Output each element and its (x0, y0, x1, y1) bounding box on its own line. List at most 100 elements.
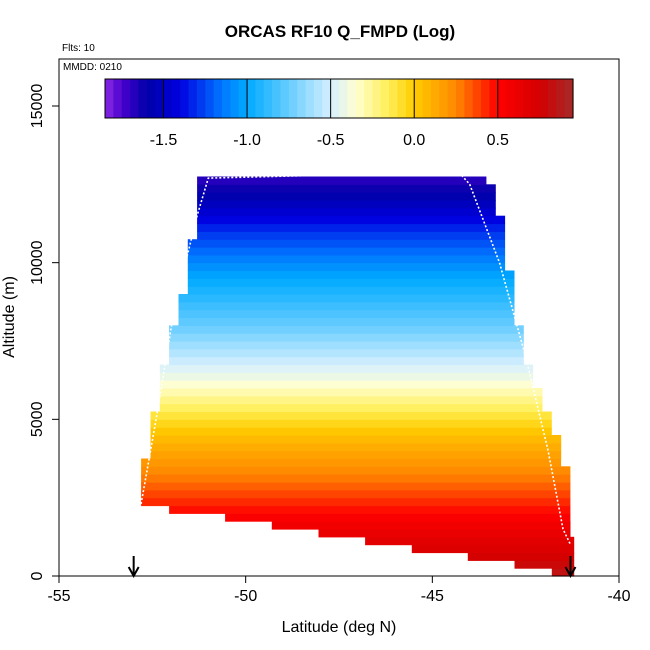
curtain-row (365, 536, 575, 546)
curtain-row (141, 474, 571, 483)
colorbar-segment (389, 79, 399, 118)
colorbar-ticks: -1.5 -1.0 -0.5 0.0 0.5 (150, 79, 509, 149)
colorbar-segment (255, 79, 265, 118)
curtain-row (159, 388, 543, 397)
colorbar-segment (222, 79, 231, 118)
colorbar-segment (230, 79, 240, 118)
colorbar-segment (497, 79, 507, 118)
curtain-row (271, 521, 571, 530)
curtain-row (187, 254, 506, 264)
flights-label: Flts: 10 (62, 43, 95, 54)
colorbar-segment (146, 79, 156, 118)
colorbar-segment (347, 79, 357, 118)
curtain-row (169, 341, 524, 350)
colorbar-segment (213, 79, 223, 118)
curtain-row (178, 294, 515, 303)
colorbar-segment (430, 79, 440, 118)
curtain-row (197, 215, 506, 225)
curtain-row (150, 411, 552, 420)
colorbar-segment (247, 79, 257, 118)
colorbar-segment (330, 79, 340, 118)
colorbar-tick-label: 0.0 (403, 132, 425, 149)
colorbar-segment (130, 79, 140, 118)
curtain-row (178, 317, 515, 326)
curtain-row (514, 560, 575, 569)
curtain (141, 176, 575, 577)
colorbar-segment (305, 79, 315, 118)
colorbar-segment (171, 79, 181, 118)
curtain-row (169, 348, 524, 358)
colorbar-segment (364, 79, 374, 118)
curtain-row (150, 419, 552, 428)
curtain-row (159, 395, 543, 405)
colorbar-segment (180, 79, 190, 118)
curtain-row (187, 278, 515, 287)
colorbar-segment (238, 79, 248, 118)
date-label: MMDD: 0210 (63, 62, 122, 73)
colorbar-segment (297, 79, 307, 118)
curtain-row (197, 192, 496, 201)
colorbar-segment (113, 79, 123, 118)
curtain-row (197, 223, 506, 232)
colorbar-segment (372, 79, 382, 118)
curtain-row (159, 364, 534, 373)
curtain-row (159, 380, 534, 389)
curtain-row (467, 552, 575, 561)
x-tick-label: -45 (421, 588, 444, 605)
colorbar-segment (422, 79, 432, 118)
colorbar (104, 78, 574, 119)
curtain-row (150, 435, 562, 444)
colorbar-segment (464, 79, 474, 118)
colorbar-segment (481, 79, 491, 118)
curtain-row (169, 505, 571, 514)
curtain-row (187, 239, 506, 248)
colorbar-segment (506, 79, 516, 118)
curtain-row (187, 286, 515, 295)
flight-track (140, 170, 572, 546)
colorbar-segment (472, 79, 482, 118)
colorbar-segment (263, 79, 273, 118)
curtain-row (169, 325, 524, 334)
colorbar-segment (272, 79, 282, 118)
colorbar-segment (380, 79, 390, 118)
curtain-row (187, 270, 515, 279)
y-tick-label: 0 (29, 571, 46, 580)
colorbar-segment (414, 79, 424, 118)
curtain-row (150, 442, 562, 452)
colorbar-segment (447, 79, 457, 118)
colorbar-segment (439, 79, 449, 118)
curtain-row (159, 403, 543, 413)
colorbar-segment (355, 79, 365, 118)
colorbar-segment (205, 79, 215, 118)
y-axis: 0 5000 10000 15000 (29, 84, 59, 580)
colorbar-segment (556, 79, 566, 118)
colorbar-segment (313, 79, 323, 118)
curtain-row (197, 231, 506, 240)
curtain-row (551, 568, 575, 577)
curtain-row (225, 513, 571, 522)
x-tick-label: -40 (607, 588, 630, 605)
x-tick-label: -55 (47, 588, 70, 605)
colorbar-tick-label: -0.5 (317, 132, 345, 149)
curtain-row (141, 466, 571, 475)
x-tick-label: -50 (234, 588, 257, 605)
chart-title: ORCAS RF10 Q_FMPD (Log) (225, 22, 455, 41)
curtain-row (411, 544, 575, 554)
colorbar-segment (489, 79, 499, 118)
curtain-row (141, 497, 571, 507)
curtain-row (141, 489, 571, 499)
colorbar-segment (522, 79, 532, 118)
curtain-row (197, 184, 496, 193)
y-tick-label: 5000 (29, 401, 46, 437)
curtain-row (187, 247, 506, 256)
x-axis: -55 -50 -45 -40 (47, 576, 631, 605)
curtain-row (197, 176, 487, 185)
x-axis-title: Latitude (deg N) (282, 619, 397, 636)
colorbar-segment (105, 79, 114, 118)
y-tick-label: 10000 (29, 240, 46, 285)
colorbar-tick-label: 0.5 (487, 132, 509, 149)
colorbar-tick-label: -1.5 (150, 132, 178, 149)
curtain-row (141, 482, 571, 491)
curtain-row (197, 207, 496, 217)
colorbar-segment (196, 79, 206, 118)
